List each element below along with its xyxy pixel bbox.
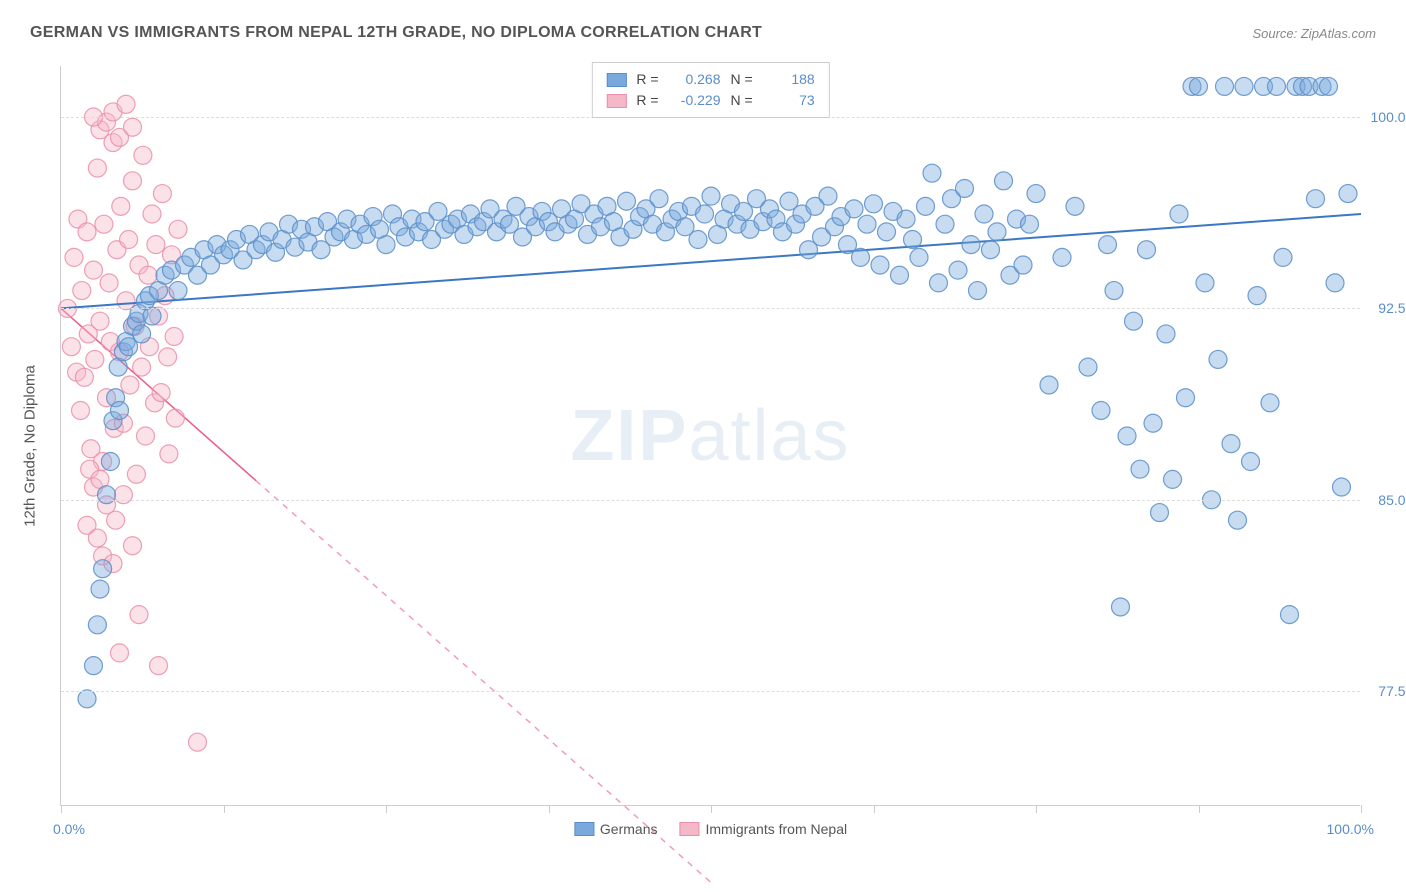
chart-title: GERMAN VS IMMIGRANTS FROM NEPAL 12TH GRA…	[30, 24, 762, 42]
swatch-germans-icon	[574, 822, 594, 836]
legend-label-nepal: Immigrants from Nepal	[705, 821, 847, 837]
x-tick	[1361, 805, 1362, 813]
legend-label-germans: Germans	[600, 821, 658, 837]
gridline	[61, 308, 1360, 309]
chart-area: ZIPatlas R = 0.268 N = 188 R = -0.229 N …	[60, 66, 1360, 806]
x-tick	[386, 805, 387, 813]
y-tick-label: 77.5%	[1378, 683, 1406, 699]
n-value-germans: 188	[763, 69, 815, 90]
correlation-legend: R = 0.268 N = 188 R = -0.229 N = 73	[591, 62, 829, 118]
x-tick	[224, 805, 225, 813]
x-tick	[61, 805, 62, 813]
x-tick	[1199, 805, 1200, 813]
legend-row-nepal: R = -0.229 N = 73	[606, 90, 814, 111]
scatter-plot	[61, 66, 1360, 805]
x-tick	[1036, 805, 1037, 813]
swatch-germans	[606, 73, 626, 87]
legend-item-nepal: Immigrants from Nepal	[679, 821, 847, 837]
series-legend: Germans Immigrants from Nepal	[574, 821, 847, 837]
y-axis-title: 12th Grade, No Diploma	[22, 365, 39, 527]
y-tick-label: 85.0%	[1378, 492, 1406, 508]
swatch-nepal	[606, 94, 626, 108]
legend-row-germans: R = 0.268 N = 188	[606, 69, 814, 90]
r-label: R =	[636, 90, 658, 111]
n-label: N =	[731, 90, 753, 111]
gridline	[61, 691, 1360, 692]
r-label: R =	[636, 69, 658, 90]
r-value-germans: 0.268	[669, 69, 721, 90]
source-label: Source: ZipAtlas.com	[1252, 26, 1376, 41]
x-tick	[549, 805, 550, 813]
gridline	[61, 500, 1360, 501]
x-axis-label-max: 100.0%	[1327, 821, 1374, 837]
y-tick-label: 92.5%	[1378, 300, 1406, 316]
x-axis-label-min: 0.0%	[53, 821, 85, 837]
swatch-nepal-icon	[679, 822, 699, 836]
legend-item-germans: Germans	[574, 821, 658, 837]
x-tick	[874, 805, 875, 813]
y-tick-label: 100.0%	[1371, 109, 1406, 125]
n-value-nepal: 73	[763, 90, 815, 111]
r-value-nepal: -0.229	[669, 90, 721, 111]
x-tick	[711, 805, 712, 813]
n-label: N =	[731, 69, 753, 90]
